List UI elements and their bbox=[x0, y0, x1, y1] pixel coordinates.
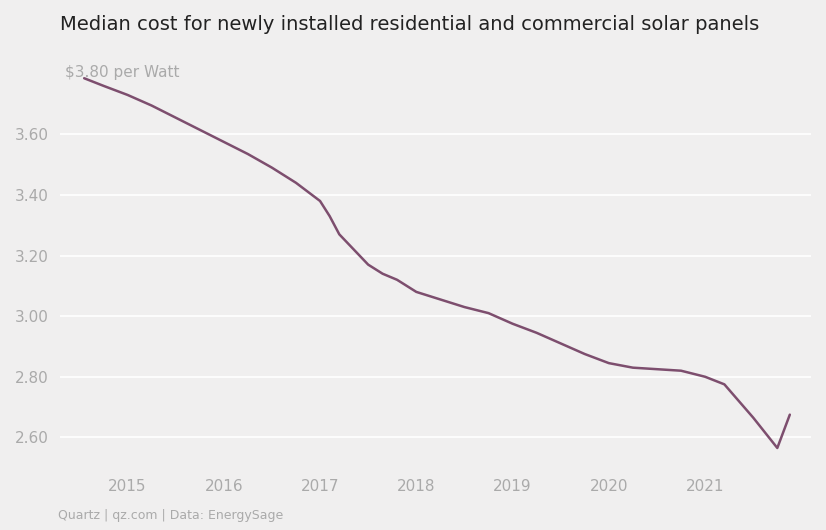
Text: Quartz | qz.com | Data: EnergySage: Quartz | qz.com | Data: EnergySage bbox=[58, 509, 283, 522]
Text: Median cost for newly installed residential and commercial solar panels: Median cost for newly installed resident… bbox=[60, 15, 759, 34]
Text: $3.80 per Watt: $3.80 per Watt bbox=[65, 65, 179, 80]
